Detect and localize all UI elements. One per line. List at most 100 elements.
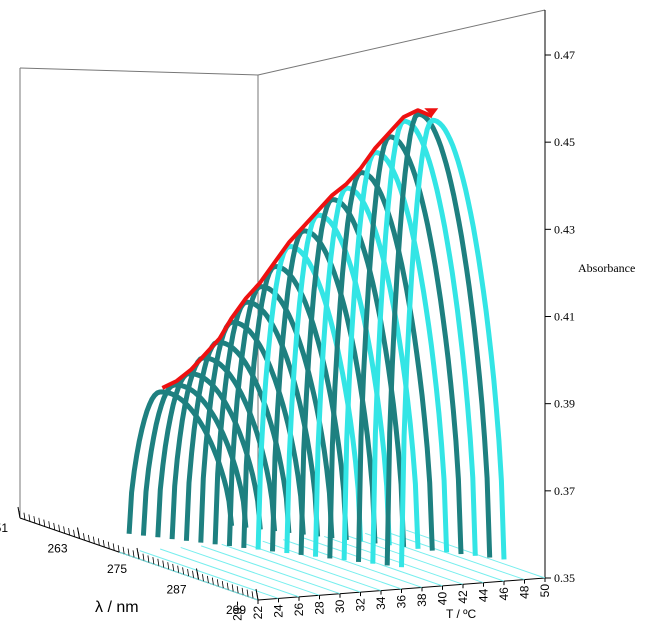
floor-line <box>221 543 361 593</box>
trend-arrow <box>424 108 439 117</box>
x-minor-tick <box>147 555 150 563</box>
box-edge <box>257 9 546 76</box>
x-minor-tick <box>177 565 180 573</box>
floor-line <box>324 535 464 585</box>
spectrum-curve <box>313 185 421 557</box>
y-tick-label: 32 <box>354 598 368 612</box>
spectrum-curve <box>198 319 306 543</box>
floor-line <box>119 551 259 601</box>
x-minor-tick <box>63 526 66 534</box>
x-tick <box>77 527 80 539</box>
y-tick-label: 34 <box>374 596 388 610</box>
x-minor-tick <box>28 514 31 522</box>
z-tick-label: 0.39 <box>554 397 575 411</box>
x-minor-tick <box>33 516 36 524</box>
x-tick <box>136 547 140 560</box>
y-tick-label: 46 <box>497 587 511 601</box>
z-tick-label: 0.41 <box>554 310 575 324</box>
x-minor-tick <box>216 579 219 587</box>
x-minor-tick <box>112 543 115 551</box>
spectrum-curve <box>126 389 235 534</box>
spectrum-curve <box>169 355 278 540</box>
x-minor-tick <box>88 534 90 542</box>
x-minor-tick <box>226 582 229 590</box>
spectrum-curve <box>270 228 378 552</box>
x-minor-tick <box>221 580 224 589</box>
spectrum-curve <box>140 382 249 536</box>
y-tick-label: 36 <box>395 595 409 609</box>
x-minor-tick <box>73 529 75 537</box>
spectrum-curve <box>341 150 450 561</box>
x-minor-tick <box>68 528 70 536</box>
spectrum-curve <box>327 170 435 559</box>
spectrum-curve <box>399 117 507 568</box>
spectrum-curve <box>284 212 392 554</box>
y-tick-label: 40 <box>436 592 450 606</box>
z-tick-label: 0.37 <box>554 484 575 498</box>
z-tick-label: 0.47 <box>554 48 575 62</box>
y-tick-label: 42 <box>456 590 470 604</box>
floor-line <box>201 545 341 595</box>
x-minor-tick <box>23 512 26 520</box>
x-tick <box>196 568 199 580</box>
x-minor-tick <box>172 563 175 572</box>
y-tick-label: 20 <box>231 607 245 621</box>
x-minor-tick <box>202 574 204 582</box>
spectrum-curve <box>255 244 364 550</box>
floor-line <box>139 550 279 599</box>
x-minor-tick <box>38 517 41 525</box>
x-tick-label: 275 <box>107 562 127 576</box>
x-minor-tick <box>48 521 51 529</box>
x-tick-label: 299 <box>226 603 246 617</box>
x-minor-tick <box>211 577 214 585</box>
x-minor-tick <box>117 545 120 553</box>
x-minor-tick <box>152 557 155 565</box>
x-minor-tick <box>102 539 105 548</box>
y-tick-label: 50 <box>538 584 552 598</box>
x-tick <box>17 506 21 519</box>
spectrum-curve <box>183 339 292 541</box>
x-minor-tick <box>246 589 249 597</box>
z-tick-label: 0.45 <box>554 135 575 149</box>
x-minor-tick <box>53 522 56 531</box>
y-tick-label: 26 <box>292 603 306 617</box>
x-minor-tick <box>236 586 239 594</box>
y-tick-label: 48 <box>518 585 532 599</box>
x-minor-tick <box>167 562 170 570</box>
x-minor-tick <box>107 541 110 549</box>
x-tick-label: 251 <box>0 521 8 535</box>
spectrum-curve <box>226 284 335 547</box>
x-minor-tick <box>92 536 95 544</box>
x-minor-tick <box>192 570 194 578</box>
spectrum-curve <box>298 197 407 555</box>
x-minor-tick <box>241 587 244 595</box>
y-tick-label: 30 <box>333 599 347 613</box>
x-tick-label: 263 <box>47 542 67 556</box>
x-minor-tick <box>231 584 234 592</box>
floor-line <box>385 531 525 581</box>
floor-line <box>180 546 320 596</box>
y-axis-label: T / ºC <box>446 607 476 621</box>
y-tick-label: 38 <box>415 593 429 607</box>
spectrum-curve <box>155 371 263 538</box>
x-minor-tick <box>122 546 125 554</box>
x-minor-tick <box>58 524 61 532</box>
y-tick-label: 28 <box>313 601 327 615</box>
floor-line <box>242 542 382 592</box>
spectrum-curve <box>212 299 321 545</box>
x-minor-tick <box>127 548 130 556</box>
x-minor-tick <box>97 538 100 546</box>
z-tick-label: 0.43 <box>554 222 575 236</box>
x-axis-label: λ / nm <box>95 599 139 616</box>
y-tick-label: 22 <box>251 606 265 620</box>
floor-line <box>283 539 423 588</box>
x-minor-tick <box>142 553 145 561</box>
y-tick-label: 24 <box>272 604 286 618</box>
spectrum-curve <box>384 111 493 566</box>
x-minor-tick <box>43 519 46 527</box>
trend-line <box>161 108 434 390</box>
floor-line <box>160 548 300 598</box>
x-minor-tick <box>207 575 209 583</box>
x-minor-tick <box>187 569 189 577</box>
